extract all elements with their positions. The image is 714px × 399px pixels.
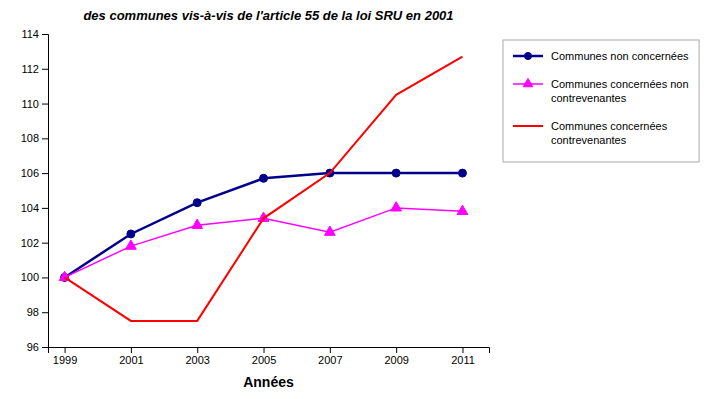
y-axis: 96 98 100 102 104 106 108 110 112 114 [21,28,49,353]
series-marker [192,219,203,228]
x-tick-mark [131,347,132,353]
x-axis-line [49,348,490,354]
x-tick-mark [65,347,66,353]
x-tick-label: 2003 [185,354,209,366]
y-tick: 96 [27,341,48,353]
y-tick-mark [42,243,48,244]
x-tick-mark [396,347,397,353]
y-tick: 102 [21,237,48,249]
legend-entry: Communes concernées non contrevenantes [513,78,689,104]
x-tick-mark [462,347,463,353]
x-tick: 2009 [384,347,408,366]
series-marker [458,169,466,177]
y-tick-mark [42,208,48,209]
legend-marker [523,78,533,86]
series-marker [457,205,468,214]
y-tick: 104 [21,202,48,214]
y-tick-label: 110 [21,98,39,110]
x-tick: 2005 [252,347,276,366]
legend-box [503,40,699,162]
series-line [65,173,463,277]
y-tick: 108 [21,132,48,144]
plot-area [59,57,468,321]
legend-entry: Communes non concernées [513,50,689,62]
legend-entry: Communes concernées contrevenantes [513,120,668,146]
x-tick-mark [330,347,331,353]
legend-marker [524,52,531,59]
y-tick-label: 102 [21,237,39,249]
y-tick-label: 98 [27,306,39,318]
x-tick-label: 1999 [53,354,77,366]
x-tick: 2007 [318,347,342,366]
x-axis: 1999 2001 2003 2005 2007 2009 2011 [49,347,490,366]
y-tick-label: 100 [21,271,39,283]
y-tick-mark [42,347,48,348]
x-tick-mark [197,347,198,353]
chart-title: des communes vis-à-vis de l'article 55 d… [83,8,453,23]
x-tick-label: 2005 [252,354,276,366]
y-tick-label: 108 [21,132,39,144]
legend: Communes non concernées Communes concerné… [503,40,699,162]
y-tick: 114 [21,28,48,40]
y-tick: 106 [21,167,48,179]
y-tick-mark [42,104,48,105]
y-tick-label: 112 [21,63,39,75]
legend-label-line: contrevenantes [551,134,627,146]
y-tick-mark [42,173,48,174]
chart-container: 1999 2001 2003 2005 2007 2009 2011 96 98 100 102 10… [0,0,714,399]
legend-label-line: Communes concernées [551,120,668,132]
x-tick-label: 2001 [119,354,143,366]
y-tick-mark [42,312,48,313]
series-marker [193,199,201,207]
y-tick: 100 [21,271,48,283]
x-tick: 2001 [119,347,143,366]
legend-label: Communes concernées contrevenantes [551,120,668,146]
y-tick-label: 106 [21,167,39,179]
series-marker [324,226,335,235]
series-line [65,57,463,321]
legend-label: Communes concernées non contrevenantes [551,78,689,104]
legend-label: Communes non concernées [551,50,689,62]
series-marker [391,202,402,211]
y-tick: 98 [27,306,48,318]
x-tick: 2011 [451,347,475,366]
y-tick: 110 [21,98,48,110]
series-marker [260,174,268,182]
x-tick-label: 2009 [384,354,408,366]
y-tick: 112 [21,63,48,75]
legend-label-line: Communes concernées non [551,78,689,90]
series-marker [127,230,135,238]
legend-label-line: contrevenantes [551,92,627,104]
legend-swatch [513,125,543,127]
y-axis-line [42,35,49,348]
y-tick-mark [42,138,48,139]
y-tick-label: 104 [21,202,39,214]
y-tick-label: 114 [21,28,39,40]
y-tick-label: 96 [27,341,39,353]
series-marker [126,240,137,249]
chart: 1999 2001 2003 2005 2007 2009 2011 96 98 100 102 10… [0,0,714,399]
series-marker [392,169,400,177]
x-tick-label: 2011 [451,354,475,366]
legend-label-line: Communes non concernées [551,50,689,62]
x-tick-label: 2007 [318,354,342,366]
y-tick-mark [42,34,48,35]
x-axis-title: Années [243,374,294,390]
x-tick: 2003 [185,347,209,366]
x-tick: 1999 [53,347,77,366]
y-tick-mark [42,277,48,278]
y-tick-mark [42,69,48,70]
x-tick-mark [264,347,265,353]
